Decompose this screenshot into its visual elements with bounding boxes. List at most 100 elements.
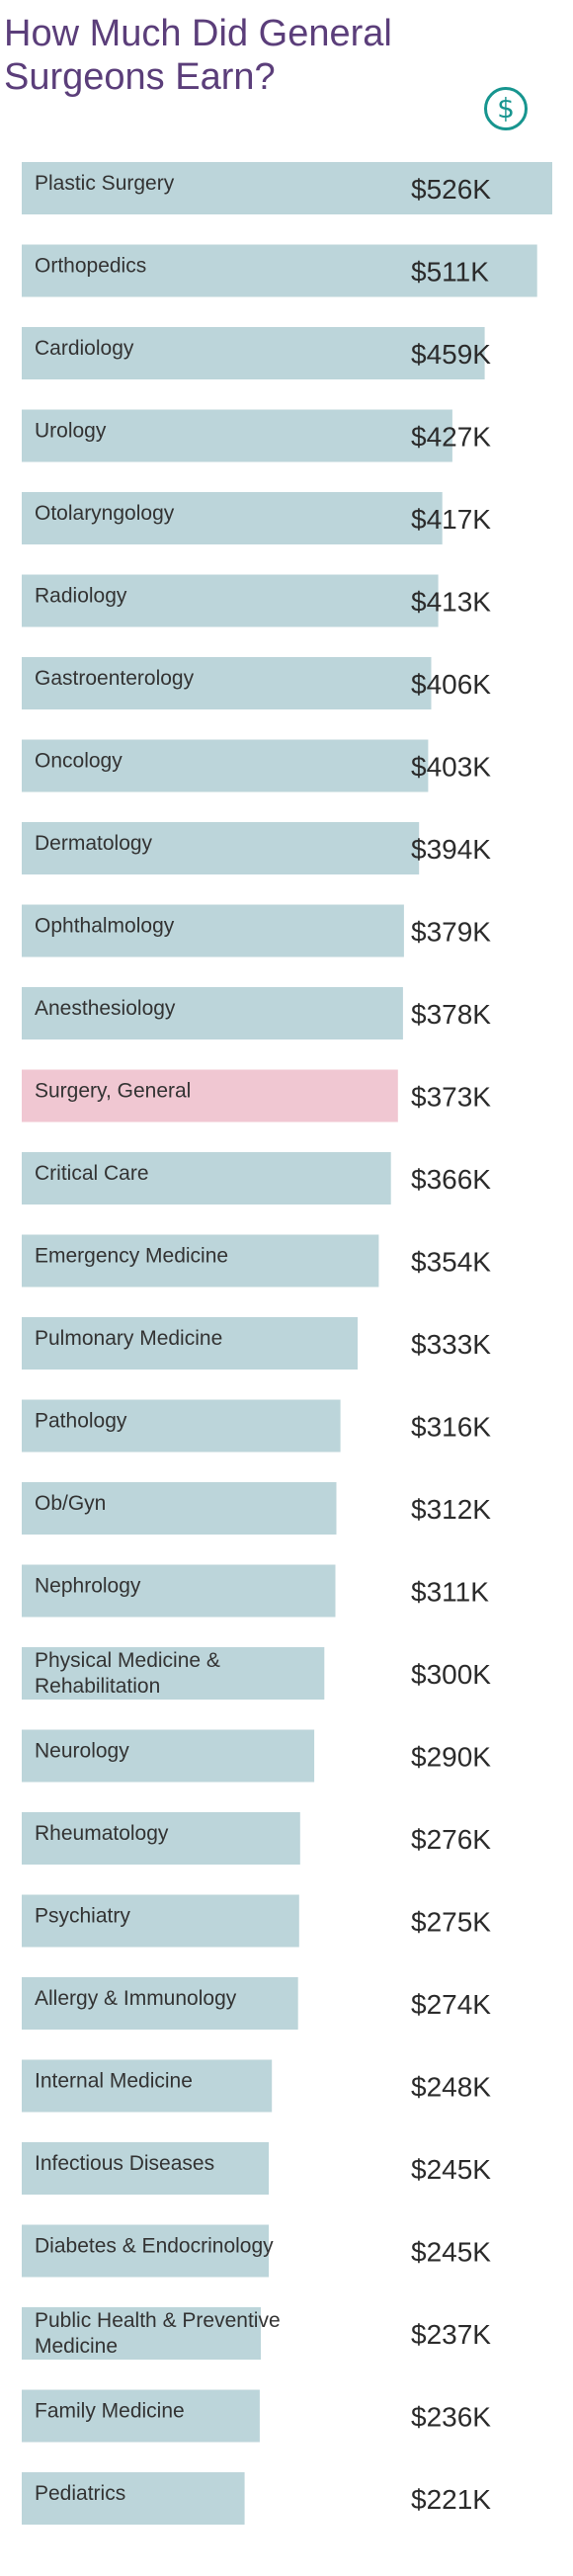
bar-label: Psychiatry	[35, 1905, 130, 1928]
bar-row: Neurology $290K	[22, 1729, 491, 1783]
bar	[22, 1399, 341, 1453]
bar-row: Pediatrics $221K	[22, 2472, 491, 2525]
bar-label: Anesthesiology	[35, 997, 176, 1020]
bar-row: Infectious Diseases $245K	[22, 2142, 491, 2195]
bar	[22, 2224, 270, 2278]
bar-label: Emergency Medicine	[35, 1245, 228, 1268]
bar-value-label: $459K	[411, 339, 491, 370]
bar-row: Plastic Surgery $526K	[22, 162, 552, 214]
bar-row: Urology $427K	[22, 409, 491, 462]
bar	[22, 1152, 391, 1205]
bar	[22, 1564, 336, 1618]
bar-value-label: $379K	[411, 917, 491, 948]
bar-row: Dermatology $394K	[22, 822, 491, 874]
bar-value-label: $394K	[411, 834, 491, 865]
bar-value-label: $354K	[411, 1247, 491, 1278]
bar-label: Public Health & Preventive Medicine	[35, 2309, 281, 2358]
bar-value-label: $366K	[411, 1164, 491, 1195]
bar-value-label: $373K	[411, 1082, 491, 1113]
bar-row: Psychiatry $275K	[22, 1894, 491, 1948]
bar	[22, 1482, 337, 1535]
bar-label: Urology	[35, 420, 107, 443]
bar-label: Diabetes & Endocrinology	[35, 2235, 274, 2258]
bar-value-label: $274K	[411, 1989, 491, 2020]
bar-label: Gastroenterology	[35, 667, 195, 690]
bar-row: Diabetes & Endocrinology $245K	[22, 2224, 491, 2278]
bar	[22, 987, 403, 1039]
bar	[22, 904, 404, 957]
bar	[22, 822, 420, 874]
bar-row: Ophthalmology $379K	[22, 904, 491, 957]
bar-row: Public Health & Preventive Medicine $237K	[22, 2307, 491, 2360]
bar-value-label: $245K	[411, 2237, 491, 2268]
bar-value-label: $333K	[411, 1329, 491, 1360]
bar	[22, 1812, 300, 1865]
bar-value-label: $312K	[411, 1494, 491, 1525]
bar-value-label: $248K	[411, 2072, 491, 2103]
bar-value-label: $316K	[411, 1412, 491, 1443]
bar-row: Internal Medicine $248K	[22, 2059, 491, 2113]
bar	[22, 1234, 379, 1288]
bar	[22, 409, 452, 462]
bar-label: Allergy & Immunology	[35, 1987, 237, 2010]
bar-label: Family Medicine	[35, 2400, 185, 2423]
bar-label: Internal Medicine	[35, 2070, 193, 2093]
bar-value-label: $311K	[411, 1577, 489, 1608]
bar-label: Infectious Diseases	[35, 2152, 214, 2175]
bar-value-label: $237K	[411, 2319, 491, 2350]
bar-value-label: $221K	[411, 2484, 491, 2515]
bar-value-label: $427K	[411, 422, 491, 453]
bar-label: Pediatrics	[35, 2482, 125, 2505]
bar-label: Ob/Gyn	[35, 1492, 106, 1515]
bar-label: Orthopedics	[35, 255, 146, 278]
bar-row: Cardiology $459K	[22, 327, 491, 379]
bar-row: Otolaryngology $417K	[22, 492, 491, 544]
bar-value-label: $378K	[411, 999, 491, 1030]
bar	[22, 1894, 299, 1948]
bar-row: Pathology $316K	[22, 1399, 491, 1453]
bar-row: Emergency Medicine $354K	[22, 1234, 491, 1288]
bar-row: Ob/Gyn $312K	[22, 1482, 491, 1535]
bar-value-label: $275K	[411, 1907, 491, 1938]
bar-row: Physical Medicine & Rehabilitation $300K	[22, 1647, 491, 1700]
bar-label: Oncology	[35, 750, 123, 773]
bar	[22, 2389, 260, 2443]
bar	[22, 657, 432, 709]
bar-value-label: $403K	[411, 752, 491, 783]
bar-row: Family Medicine $236K	[22, 2389, 491, 2443]
bar	[22, 1729, 315, 1783]
bar-label: Plastic Surgery	[35, 172, 175, 195]
bar	[22, 327, 485, 379]
bar-value-label: $236K	[411, 2402, 491, 2433]
bar-label: Ophthalmology	[35, 915, 175, 938]
bar-value-label: $245K	[411, 2154, 491, 2185]
bar-row: Allergy & Immunology $274K	[22, 1977, 491, 2030]
bar-value-label: $417K	[411, 504, 491, 535]
bar-row: Orthopedics $511K	[22, 244, 537, 297]
bar-row: Critical Care $366K	[22, 1152, 491, 1205]
bar-row: Oncology $403K	[22, 739, 491, 792]
bar-label: Neurology	[35, 1740, 129, 1763]
bar-label: Critical Care	[35, 1162, 149, 1185]
chart-title: How Much Did General Surgeons Earn?	[4, 13, 392, 98]
bar-value-label: $413K	[411, 587, 491, 618]
bar-row: Anesthesiology $378K	[22, 987, 491, 1039]
bar-label: Dermatology	[35, 832, 153, 855]
bar	[22, 739, 429, 792]
bar-label: Physical Medicine & Rehabilitation	[35, 1649, 220, 1698]
bar-label: Pulmonary Medicine	[35, 1327, 222, 1350]
bar-value-label: $526K	[411, 174, 491, 205]
bar-row: Gastroenterology $406K	[22, 657, 491, 709]
bar-value-label: $276K	[411, 1824, 491, 1855]
bar-label: Nephrology	[35, 1575, 141, 1598]
bar-label: Rheumatology	[35, 1822, 169, 1845]
bar-label: Pathology	[35, 1410, 127, 1433]
bar-label: Surgery, General	[35, 1080, 191, 1103]
bar-label: Otolaryngology	[35, 502, 175, 525]
bar	[22, 2142, 270, 2195]
bar-value-label: $511K	[411, 257, 489, 288]
bar	[22, 2472, 245, 2525]
bar-row: Nephrology $311K	[22, 1564, 489, 1618]
bar	[22, 574, 439, 627]
